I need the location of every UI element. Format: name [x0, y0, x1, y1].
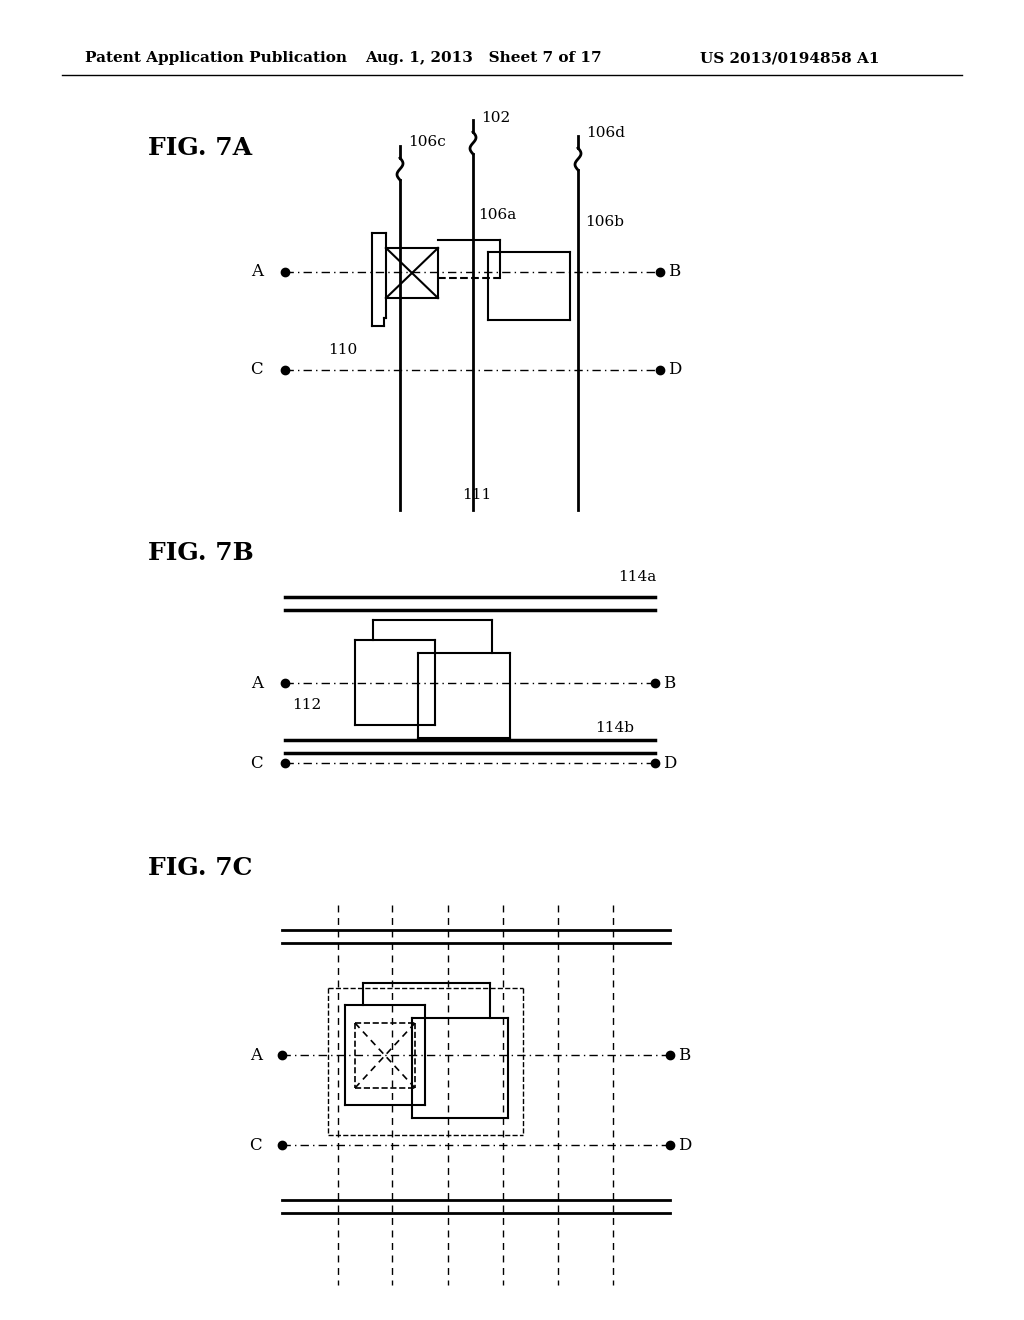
Text: 114b: 114b — [595, 721, 634, 735]
Text: C: C — [250, 1137, 262, 1154]
Text: C: C — [251, 755, 263, 771]
Text: D: D — [668, 362, 681, 379]
Text: 110: 110 — [328, 343, 357, 356]
Text: Patent Application Publication: Patent Application Publication — [85, 51, 347, 65]
Text: C: C — [251, 362, 263, 379]
Text: 112: 112 — [292, 698, 322, 711]
Text: A: A — [250, 1047, 262, 1064]
Text: D: D — [663, 755, 677, 771]
Text: 102: 102 — [481, 111, 510, 125]
Text: 106b: 106b — [585, 215, 624, 228]
Text: B: B — [668, 264, 680, 281]
Text: B: B — [678, 1047, 690, 1064]
Text: 106a: 106a — [478, 209, 516, 222]
Text: B: B — [663, 675, 675, 692]
Text: A: A — [251, 675, 263, 692]
Text: 111: 111 — [462, 488, 492, 502]
Text: Aug. 1, 2013   Sheet 7 of 17: Aug. 1, 2013 Sheet 7 of 17 — [365, 51, 602, 65]
Text: D: D — [678, 1137, 691, 1154]
Text: US 2013/0194858 A1: US 2013/0194858 A1 — [700, 51, 880, 65]
Text: 106c: 106c — [408, 135, 445, 149]
Text: FIG. 7A: FIG. 7A — [148, 136, 252, 160]
Text: 114a: 114a — [618, 570, 656, 583]
Text: 106d: 106d — [586, 125, 625, 140]
Text: FIG. 7C: FIG. 7C — [148, 855, 253, 880]
Text: FIG. 7B: FIG. 7B — [148, 541, 254, 565]
Text: A: A — [251, 264, 263, 281]
